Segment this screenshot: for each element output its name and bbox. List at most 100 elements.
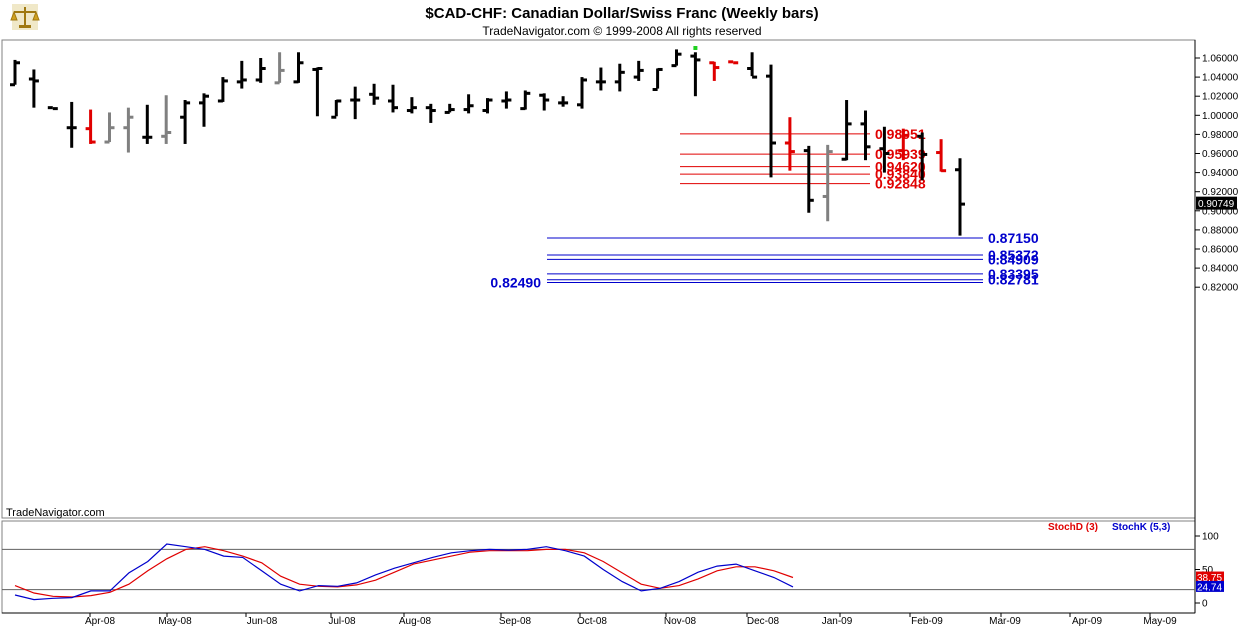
- ohlc-bar: [388, 84, 398, 113]
- oscillator-panel-frame: [1, 520, 1196, 614]
- ohlc-bar: [350, 86, 361, 120]
- ohlc-bar: [595, 67, 606, 91]
- ohlc-bar: [860, 110, 871, 161]
- time-tick-label: Nov-08: [664, 616, 697, 627]
- time-tick-label: Sep-08: [499, 616, 532, 627]
- ohlc-bar: [747, 52, 758, 79]
- ohlc-bar: [652, 67, 663, 92]
- price-tick-label: 0.94000: [1202, 168, 1239, 179]
- time-tick-label: Oct-08: [577, 616, 607, 627]
- ohlc-bar: [520, 90, 531, 111]
- level-label: 0.98051: [875, 126, 926, 142]
- ohlc-bar: [274, 52, 285, 85]
- time-tick-label: Feb-09: [911, 616, 943, 627]
- ohlc-bar: [501, 91, 512, 109]
- time-tick-label: Apr-08: [85, 616, 115, 627]
- price-tick-label: 1.06000: [1202, 54, 1239, 65]
- ohlc-bar: [444, 103, 455, 114]
- ohlc-bar: [955, 158, 965, 236]
- level-label: 0.94620: [875, 159, 926, 175]
- last-price-label: 0.90749: [1198, 199, 1235, 210]
- ohlc-bar: [104, 112, 115, 144]
- ohlc-bar: [312, 67, 323, 117]
- ohlc-bar: [841, 100, 852, 161]
- time-tick-label: Jun-08: [247, 616, 278, 627]
- stoch-k-last-box: [1196, 580, 1224, 592]
- ohlc-bar: [822, 144, 833, 222]
- stoch-k-line: [14, 543, 794, 601]
- ohlc-bar: [255, 58, 266, 83]
- price-tick-label: 0.96000: [1202, 149, 1239, 160]
- ohlc-bar: [917, 132, 928, 181]
- price-tick-label: 0.86000: [1202, 245, 1239, 256]
- ohlc-bar: [709, 61, 720, 81]
- scales-icon: [10, 4, 40, 30]
- ohlc-bar: [690, 52, 701, 97]
- price-bars: [10, 46, 965, 236]
- stoch-d-last-box: [1196, 571, 1224, 583]
- price-tick-label: 0.84000: [1202, 264, 1239, 275]
- level-label: 0.82490: [490, 275, 541, 291]
- level-label: 0.85372: [988, 247, 1039, 263]
- ohlc-bar: [293, 52, 304, 84]
- ohlc-bar: [539, 93, 550, 111]
- ohlc-bar: [425, 103, 436, 123]
- ohlc-bar: [728, 60, 739, 65]
- ohlc-bar: [766, 64, 776, 178]
- ohlc-bar: [671, 49, 682, 68]
- ohlc-bar: [633, 60, 644, 81]
- time-tick-label: Apr-09: [1072, 616, 1102, 627]
- ohlc-bar: [66, 101, 77, 148]
- time-tick-label: Jul-08: [328, 616, 356, 627]
- price-tick-label: 0.92000: [1202, 187, 1239, 198]
- level-label: 0.93840: [875, 166, 926, 182]
- ohlc-bar: [463, 94, 474, 114]
- ohlc-bar: [10, 59, 20, 87]
- ohlc-bar: [784, 117, 795, 171]
- time-tick-label: May-09: [1143, 616, 1177, 627]
- level-label: 0.95939: [875, 146, 926, 162]
- price-tick-label: 0.90000: [1202, 206, 1239, 217]
- stoch-axis-ticks: 100 50 0: [1195, 532, 1219, 610]
- time-axis-ticks: Apr-08 May-08 Jun-08 Jul-08 Aug-08 Sep-08 Oct-…: [85, 613, 1177, 627]
- stoch-tick-label: 50: [1202, 565, 1214, 576]
- stoch-k-legend: StochK (5,3): [1112, 522, 1170, 533]
- price-tick-label: 1.00000: [1202, 111, 1239, 122]
- ohlc-bar: [369, 83, 380, 105]
- last-price-marker: 0.90749: [1196, 196, 1237, 210]
- ohlc-bar: [558, 96, 569, 107]
- stoch-d-legend: StochD (3): [1048, 522, 1098, 533]
- ohlc-bar: [331, 99, 342, 119]
- level-label: 0.83395: [988, 266, 1039, 282]
- ohlc-bar: [614, 63, 625, 92]
- last-price-box: [1196, 196, 1237, 210]
- watermark-text: TradeNavigator.com: [6, 507, 105, 519]
- level-label: 0.84909: [988, 251, 1039, 267]
- signal-dot: [693, 46, 698, 50]
- ohlc-bar: [217, 77, 228, 103]
- ohlc-bar: [161, 95, 172, 144]
- price-tick-label: 1.02000: [1202, 92, 1239, 103]
- stoch-tick-label: 0: [1202, 599, 1208, 610]
- level-label: 0.87150: [988, 230, 1039, 246]
- ohlc-bar: [47, 106, 58, 111]
- ohlc-bar: [803, 145, 814, 213]
- copyright-text: TradeNavigator.com © 1999-2008 All right…: [482, 24, 761, 38]
- ohlc-bar: [406, 97, 417, 114]
- ohlc-bar: [236, 60, 247, 89]
- time-tick-label: Mar-09: [989, 616, 1021, 627]
- ohlc-bar: [577, 77, 587, 109]
- stoch-d-line: [14, 546, 794, 598]
- time-tick-label: Jan-09: [822, 616, 853, 627]
- time-tick-label: Aug-08: [399, 616, 432, 627]
- price-tick-label: 0.82000: [1202, 283, 1239, 294]
- ohlc-bar: [180, 100, 191, 144]
- ohlc-bar: [199, 93, 209, 127]
- ohlc-bar: [28, 69, 39, 108]
- stoch-tick-label: 100: [1202, 532, 1219, 543]
- stoch-k-last-label: 24.74: [1197, 582, 1222, 593]
- ohlc-bar: [123, 107, 134, 153]
